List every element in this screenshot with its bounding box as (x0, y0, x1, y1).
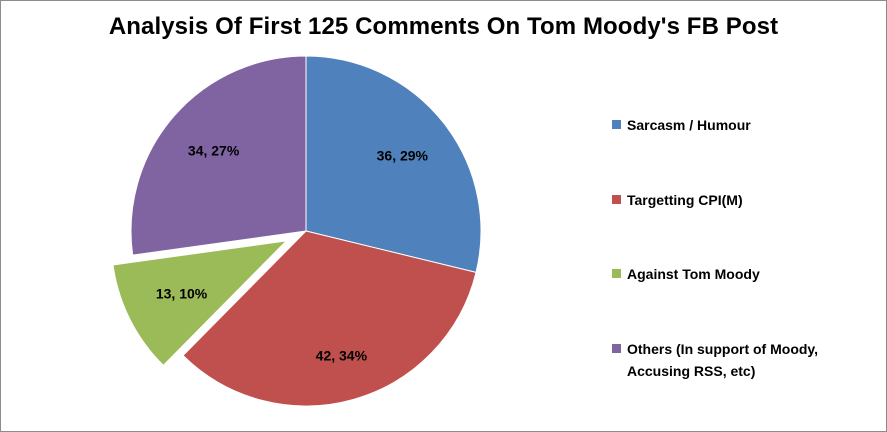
data-label-sarcasm-humour: 36, 29% (377, 147, 429, 163)
chart-title: Analysis Of First 125 Comments On Tom Mo… (108, 13, 779, 40)
legend-swatch-sarcasm-humour (612, 120, 621, 129)
data-label-against-tom-moody: 13, 10% (156, 285, 208, 301)
legend-label-sarcasm-humour: Sarcasm / Humour (627, 117, 751, 133)
legend-swatch-others (612, 344, 621, 353)
data-label-targetting-cpim: 42, 34% (316, 348, 368, 364)
legend-swatch-targetting-cpim (612, 195, 621, 204)
pie-slice-sarcasm-humour (305, 55, 482, 273)
pie-slice-others (130, 55, 307, 256)
legend-label-others: Others (In support of Moody, Accusing RS… (627, 341, 819, 379)
legend-label-targetting-cpim: Targetting CPI(M) (627, 192, 743, 208)
pie-slice-targetting-cpim (182, 230, 477, 407)
legend-label-against-tom-moody: Against Tom Moody (627, 266, 760, 282)
data-label-others: 34, 27% (188, 143, 240, 159)
pie-slice-against-tom-moody (112, 240, 288, 367)
legend-swatch-against-tom-moody (612, 269, 621, 278)
